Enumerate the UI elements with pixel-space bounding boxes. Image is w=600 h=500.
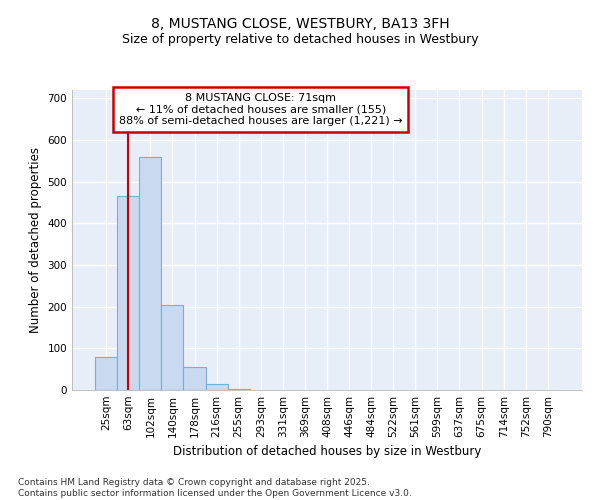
X-axis label: Distribution of detached houses by size in Westbury: Distribution of detached houses by size … <box>173 446 481 458</box>
Text: 8 MUSTANG CLOSE: 71sqm
← 11% of detached houses are smaller (155)
88% of semi-de: 8 MUSTANG CLOSE: 71sqm ← 11% of detached… <box>119 93 403 126</box>
Text: 8, MUSTANG CLOSE, WESTBURY, BA13 3FH: 8, MUSTANG CLOSE, WESTBURY, BA13 3FH <box>151 18 449 32</box>
Bar <box>139 156 161 390</box>
Text: Contains HM Land Registry data © Crown copyright and database right 2025.
Contai: Contains HM Land Registry data © Crown c… <box>18 478 412 498</box>
Bar <box>95 356 117 390</box>
Bar <box>117 196 139 390</box>
Bar <box>227 389 250 390</box>
Bar <box>206 384 227 390</box>
Y-axis label: Number of detached properties: Number of detached properties <box>29 147 42 333</box>
Bar <box>184 367 206 390</box>
Bar <box>161 304 184 390</box>
Text: Size of property relative to detached houses in Westbury: Size of property relative to detached ho… <box>122 32 478 46</box>
